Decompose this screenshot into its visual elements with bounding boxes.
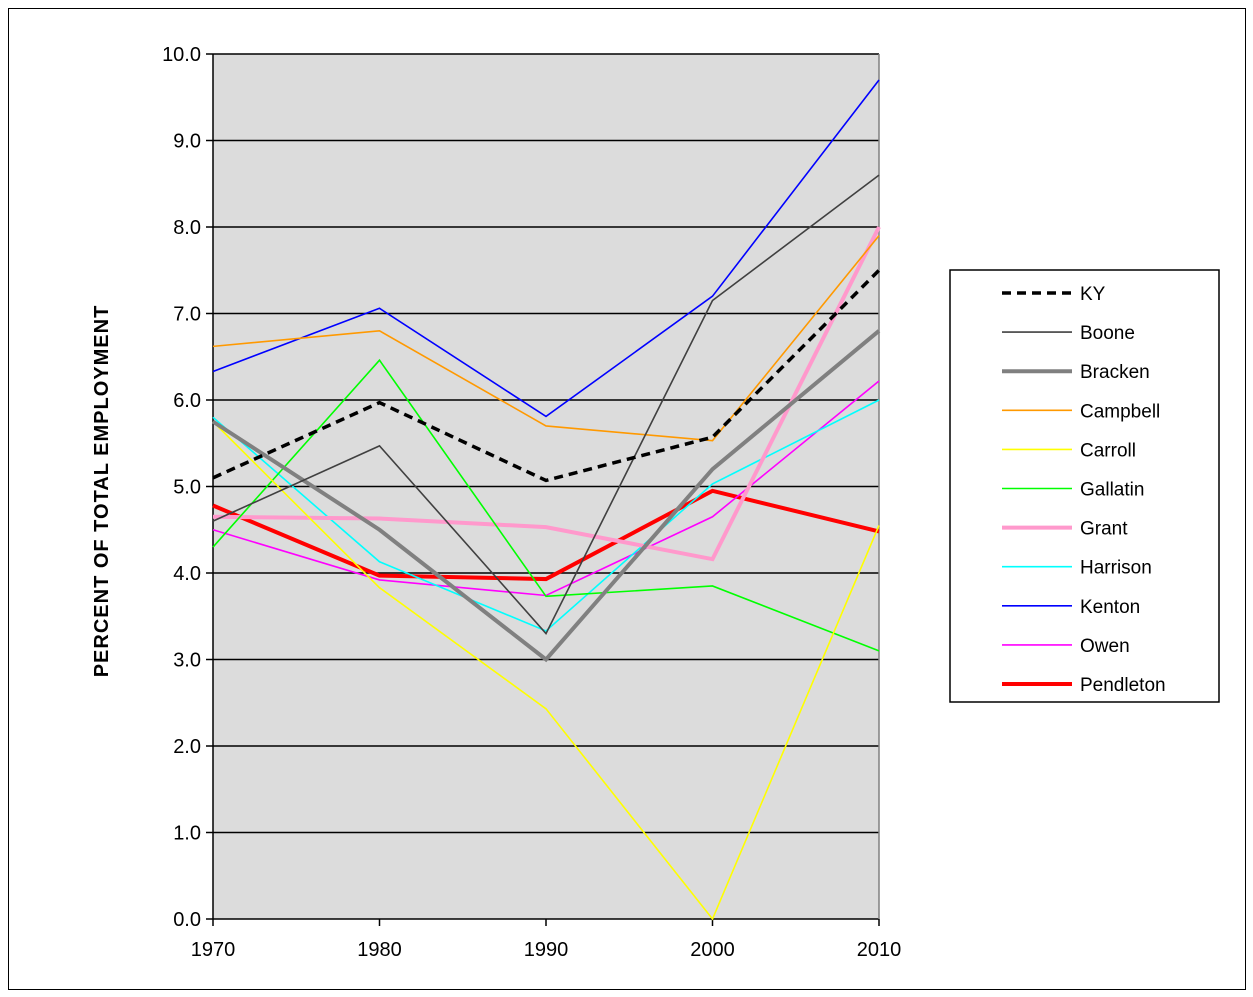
legend-label: KY [1080,284,1106,305]
y-tick-label: 10.0 [162,44,201,66]
series-line-pendleton [212,488,880,582]
legend-label: Gallatin [1080,480,1144,501]
legend-label: Harrison [1080,558,1152,579]
legend: KY Boone Bracken Campbell Carroll Gallatin Gra… [949,269,1220,703]
y-axis-label: PERCENT OF TOTAL EMPLOYMENT [91,305,113,678]
legend-label: Boone [1080,323,1135,344]
x-tick-label: 2010 [857,939,902,961]
legend-label: Grant [1080,519,1128,540]
series-line-gallatin [212,358,880,652]
y-axis-ticks: 0.0 1.0 2.0 3.0 4.0 5.0 6.0 7.0 8.0 9.0 10.0 [162,44,213,931]
series-line-grant [212,226,881,562]
y-tick-label: 7.0 [173,304,201,326]
series-line-boone [212,174,880,635]
series-line-bracken [211,329,881,663]
legend-label: Carroll [1080,440,1136,461]
y-tick-label: 8.0 [173,217,201,239]
y-tick-label: 3.0 [173,650,201,672]
x-tick-label: 1990 [524,939,569,961]
x-tick-label: 1980 [357,939,402,961]
series-line-harrison [212,399,880,632]
y-tick-label: 0.0 [173,909,201,931]
series-line-campbell [212,235,880,442]
series-line-ky [212,269,881,483]
legend-label: Kenton [1080,597,1140,618]
x-tick-label: 2000 [690,939,735,961]
y-tick-label: 4.0 [173,563,201,585]
y-tick-label: 9.0 [173,131,201,153]
y-tick-label: 5.0 [173,477,201,499]
y-tick-label: 1.0 [173,823,201,845]
legend-label: Campbell [1080,401,1160,422]
legend-box [949,269,1220,703]
y-tick-label: 6.0 [173,390,201,412]
series-line-kenton [212,79,880,418]
legend-label: Owen [1080,636,1130,657]
series-lines [211,79,881,921]
legend-label: Bracken [1080,362,1150,383]
y-tick-label: 2.0 [173,736,201,758]
legend-label: Pendleton [1080,675,1166,696]
x-tick-label: 1970 [191,939,236,961]
x-axis-ticks: 1970 1980 1990 2000 2010 [191,919,902,961]
series-line-carroll [212,421,880,921]
